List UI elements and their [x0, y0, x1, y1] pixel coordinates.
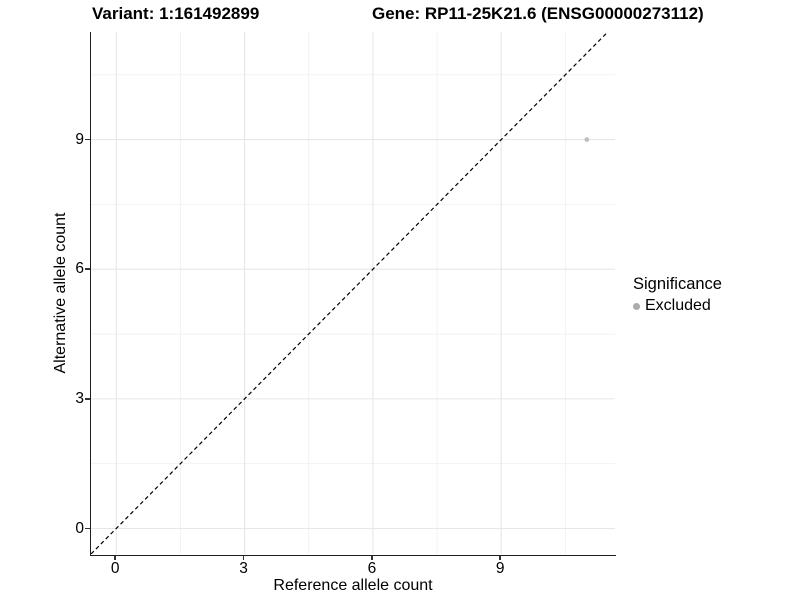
y-tick-mark — [85, 138, 90, 141]
x-tick-label: 6 — [367, 560, 377, 577]
legend: Significance Excluded — [633, 275, 722, 315]
y-tick-label: 0 — [75, 519, 84, 537]
x-tick-mark — [499, 555, 501, 560]
legend-title: Significance — [633, 275, 722, 293]
y-tick-label: 9 — [75, 130, 84, 148]
gene-title: Gene: RP11-25K21.6 (ENSG00000273112) — [372, 4, 704, 23]
legend-item-label: Excluded — [645, 297, 711, 314]
x-axis-title: Reference allele count — [273, 577, 433, 594]
excluded-point-icon — [633, 302, 640, 310]
identity-line — [91, 32, 609, 554]
y-tick-label: 6 — [75, 260, 84, 278]
x-tick-label: 0 — [110, 560, 120, 577]
y-tick-label: 3 — [75, 389, 84, 407]
x-tick-mark — [114, 555, 116, 560]
y-axis-title: Alternative allele count — [52, 212, 69, 374]
variant-title: Variant: 1:161492899 — [92, 4, 260, 23]
x-tick-label: 3 — [239, 560, 248, 577]
y-tick-mark — [85, 398, 90, 400]
x-tick-mark — [242, 555, 245, 560]
legend-item-excluded: Excluded — [633, 297, 722, 315]
plot-area-svg — [91, 32, 615, 554]
x-tick-mark — [371, 555, 373, 560]
data-point — [584, 137, 590, 142]
plot-panel — [90, 32, 616, 556]
x-tick-label: 9 — [495, 560, 505, 577]
y-tick-mark — [85, 268, 90, 270]
y-tick-mark — [85, 527, 90, 530]
